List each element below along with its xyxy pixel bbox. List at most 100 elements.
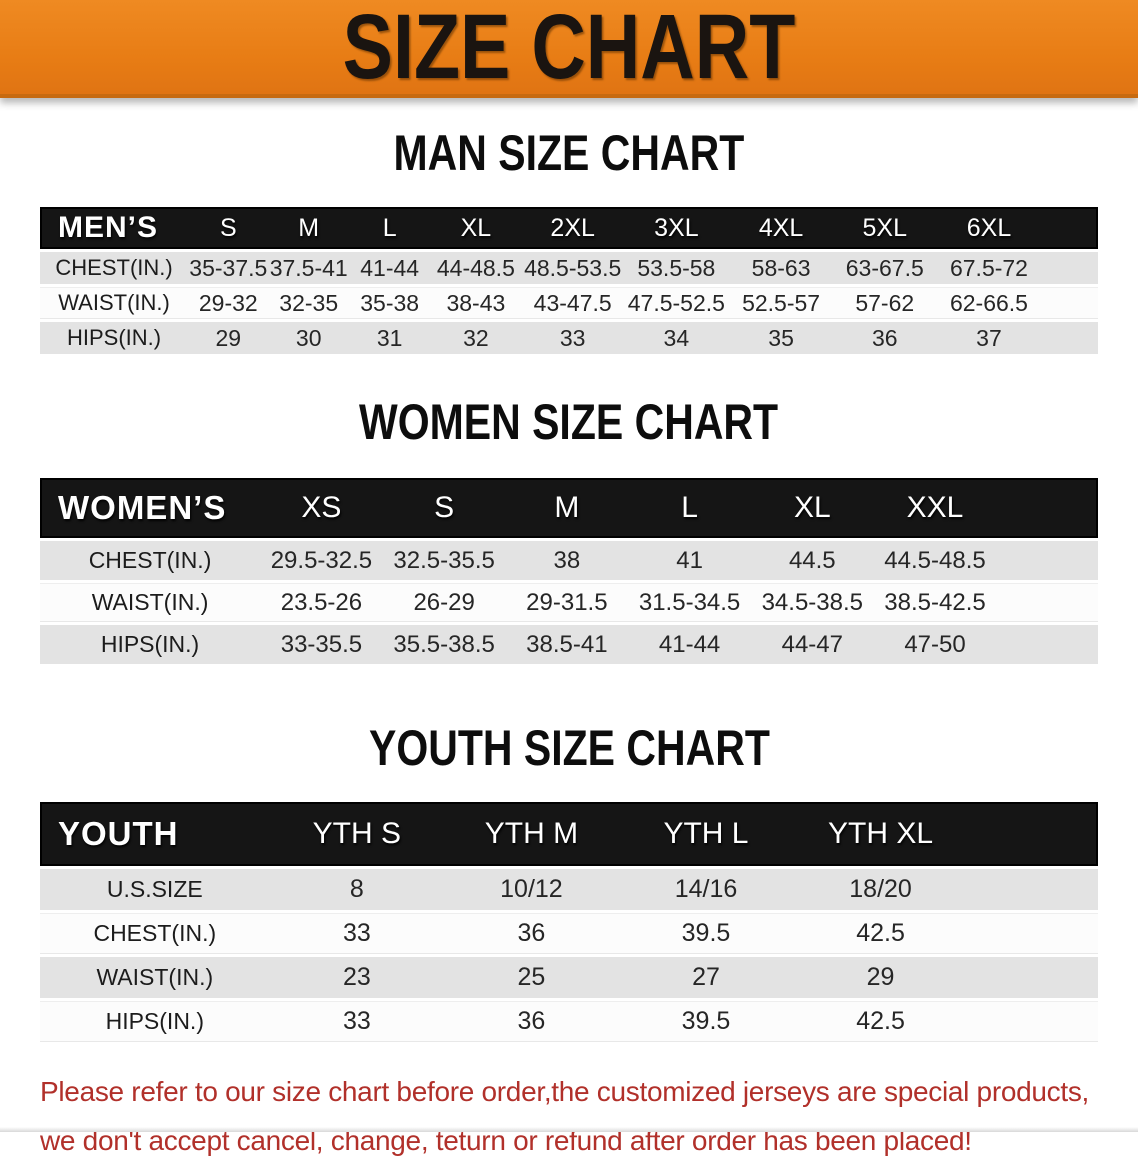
youth-size-value-cell: 27 [618, 957, 794, 998]
women-size-value-cell: 44-47 [750, 625, 874, 664]
women-spacer-cell [996, 583, 1098, 622]
women-size-value-cell: 38.5-41 [505, 625, 629, 664]
men-size-value-cell: 31 [348, 322, 431, 354]
men-size-table: MEN’S S M L XL 2XL 3XL 4XL 5XL 6XL CHEST(IN.) 35-37… [40, 204, 1098, 357]
men-size-value-cell: 63-67.5 [833, 252, 937, 284]
men-column-header: S [188, 207, 269, 249]
women-size-value-cell: 38 [505, 541, 629, 580]
women-size-value-cell: 29-31.5 [505, 583, 629, 622]
men-column-header: 2XL [521, 207, 624, 249]
men-row-label: HIPS(IN.) [40, 322, 189, 354]
size-chart-sections: MAN SIZE CHART MEN’S S M L XL 2XL 3XL 4XL 5XL 6XL C… [0, 128, 1138, 1045]
women-size-table: WOMEN’S XS S M L XL XXL CHEST(IN.) 29.5-32.5 32.5… [40, 475, 1098, 667]
women-column-header: S [382, 478, 506, 538]
women-spacer-cell [996, 541, 1098, 580]
men-spacer-cell [1041, 287, 1098, 319]
youth-size-value-cell: 36 [444, 913, 619, 954]
men-size-value-cell: 44-48.5 [430, 252, 522, 284]
women-table-row: CHEST(IN.) 29.5-32.5 32.5-35.5 38 41 44.5 44.5… [40, 541, 1098, 580]
youth-table-row: U.S.SIZE 8 10/12 14/16 18/20 [40, 869, 1098, 910]
youth-row-label: WAIST(IN.) [40, 957, 270, 998]
men-size-value-cell: 67.5-72 [936, 252, 1042, 284]
women-table-row: HIPS(IN.) 33-35.5 35.5-38.5 38.5-41 41-44 44-… [40, 625, 1098, 664]
youth-header-row: YOUTH YTH S YTH M YTH L YTH XL [40, 802, 1098, 866]
youth-size-value-cell: 36 [444, 1001, 619, 1042]
women-size-value-cell: 35.5-38.5 [382, 625, 506, 664]
men-size-value-cell: 37.5-41 [268, 252, 349, 284]
youth-size-value-cell: 42.5 [793, 1001, 968, 1042]
men-size-value-cell: 30 [268, 322, 349, 354]
youth-row-label: U.S.SIZE [40, 869, 270, 910]
men-size-value-cell: 35-38 [348, 287, 431, 319]
men-size-value-cell: 43-47.5 [521, 287, 624, 319]
women-size-value-cell: 29.5-32.5 [260, 541, 383, 580]
women-size-value-cell: 47-50 [873, 625, 997, 664]
youth-size-value-cell: 10/12 [444, 869, 619, 910]
women-size-value-cell: 23.5-26 [260, 583, 383, 622]
women-spacer-cell [996, 625, 1098, 664]
men-column-header: XL [430, 207, 522, 249]
men-row-label: CHEST(IN.) [40, 252, 189, 284]
men-size-section: MAN SIZE CHART MEN’S S M L XL 2XL 3XL 4XL 5XL 6XL C… [0, 128, 1138, 357]
youth-row-label: CHEST(IN.) [40, 913, 270, 954]
men-column-header: 3XL [623, 207, 729, 249]
men-size-value-cell: 52.5-57 [728, 287, 834, 319]
men-column-header: M [268, 207, 349, 249]
youth-table-row: WAIST(IN.) 23 25 27 29 [40, 957, 1098, 998]
youth-size-value-cell: 25 [444, 957, 619, 998]
women-column-header: XXL [873, 478, 997, 538]
women-size-value-cell: 44.5 [750, 541, 874, 580]
youth-table-row: CHEST(IN.) 33 36 39.5 42.5 [40, 913, 1098, 954]
youth-table-row: HIPS(IN.) 33 36 39.5 42.5 [40, 1001, 1098, 1042]
men-size-value-cell: 32 [430, 322, 522, 354]
youth-column-header: YTH L [618, 802, 794, 866]
youth-section-heading-text: YOUTH SIZE CHART [368, 720, 770, 776]
youth-size-value-cell: 33 [269, 1001, 445, 1042]
women-size-value-cell: 32.5-35.5 [382, 541, 506, 580]
disclaimer-line-2: we don't accept cancel, change, teturn o… [40, 1125, 972, 1156]
men-size-value-cell: 29 [188, 322, 269, 354]
women-size-value-cell: 26-29 [382, 583, 506, 622]
women-size-value-cell: 38.5-42.5 [873, 583, 997, 622]
men-row-label: WAIST(IN.) [40, 287, 189, 319]
men-section-heading: MAN SIZE CHART [0, 128, 1138, 178]
youth-size-value-cell: 14/16 [618, 869, 794, 910]
men-size-value-cell: 47.5-52.5 [623, 287, 729, 319]
men-header-row: MEN’S S M L XL 2XL 3XL 4XL 5XL 6XL [40, 207, 1098, 249]
men-table-row: HIPS(IN.) 29 30 31 32 33 34 35 36 37 [40, 322, 1098, 354]
youth-header-spacer [967, 802, 1098, 866]
youth-spacer-cell [967, 957, 1098, 998]
men-size-value-cell: 35 [728, 322, 834, 354]
men-size-value-cell: 48.5-53.5 [521, 252, 624, 284]
men-size-value-cell: 29-32 [188, 287, 269, 319]
youth-size-value-cell: 33 [269, 913, 445, 954]
men-column-header: L [348, 207, 431, 249]
women-size-value-cell: 41-44 [628, 625, 751, 664]
women-column-header: L [628, 478, 751, 538]
women-column-header: M [505, 478, 629, 538]
women-column-header: XS [260, 478, 383, 538]
youth-size-value-cell: 39.5 [618, 913, 794, 954]
men-column-header: 4XL [728, 207, 834, 249]
women-row-label: HIPS(IN.) [40, 625, 261, 664]
men-spacer-cell [1041, 322, 1098, 354]
youth-size-section: YOUTH SIZE CHART YOUTH YTH S YTH M YTH L YTH … [0, 723, 1138, 1045]
youth-size-value-cell: 8 [269, 869, 445, 910]
men-size-value-cell: 37 [936, 322, 1042, 354]
men-spacer-cell [1041, 252, 1098, 284]
men-header-spacer [1041, 207, 1098, 249]
men-table-row: WAIST(IN.) 29-32 32-35 35-38 38-43 43-47.5 47.… [40, 287, 1098, 319]
men-size-value-cell: 33 [521, 322, 624, 354]
women-size-value-cell: 34.5-38.5 [750, 583, 874, 622]
disclaimer-text: Please refer to our size chart before or… [40, 1067, 1118, 1165]
youth-column-header: YTH S [269, 802, 445, 866]
youth-size-value-cell: 39.5 [618, 1001, 794, 1042]
men-size-value-cell: 62-66.5 [936, 287, 1042, 319]
youth-row-label: HIPS(IN.) [40, 1001, 270, 1042]
youth-corner-label: YOUTH [40, 802, 270, 866]
men-column-header: 5XL [833, 207, 937, 249]
disclaimer-line-1: Please refer to our size chart before or… [40, 1076, 1090, 1107]
men-corner-label: MEN’S [40, 207, 189, 249]
men-section-heading-text: MAN SIZE CHART [393, 125, 745, 181]
women-size-value-cell: 31.5-34.5 [628, 583, 751, 622]
